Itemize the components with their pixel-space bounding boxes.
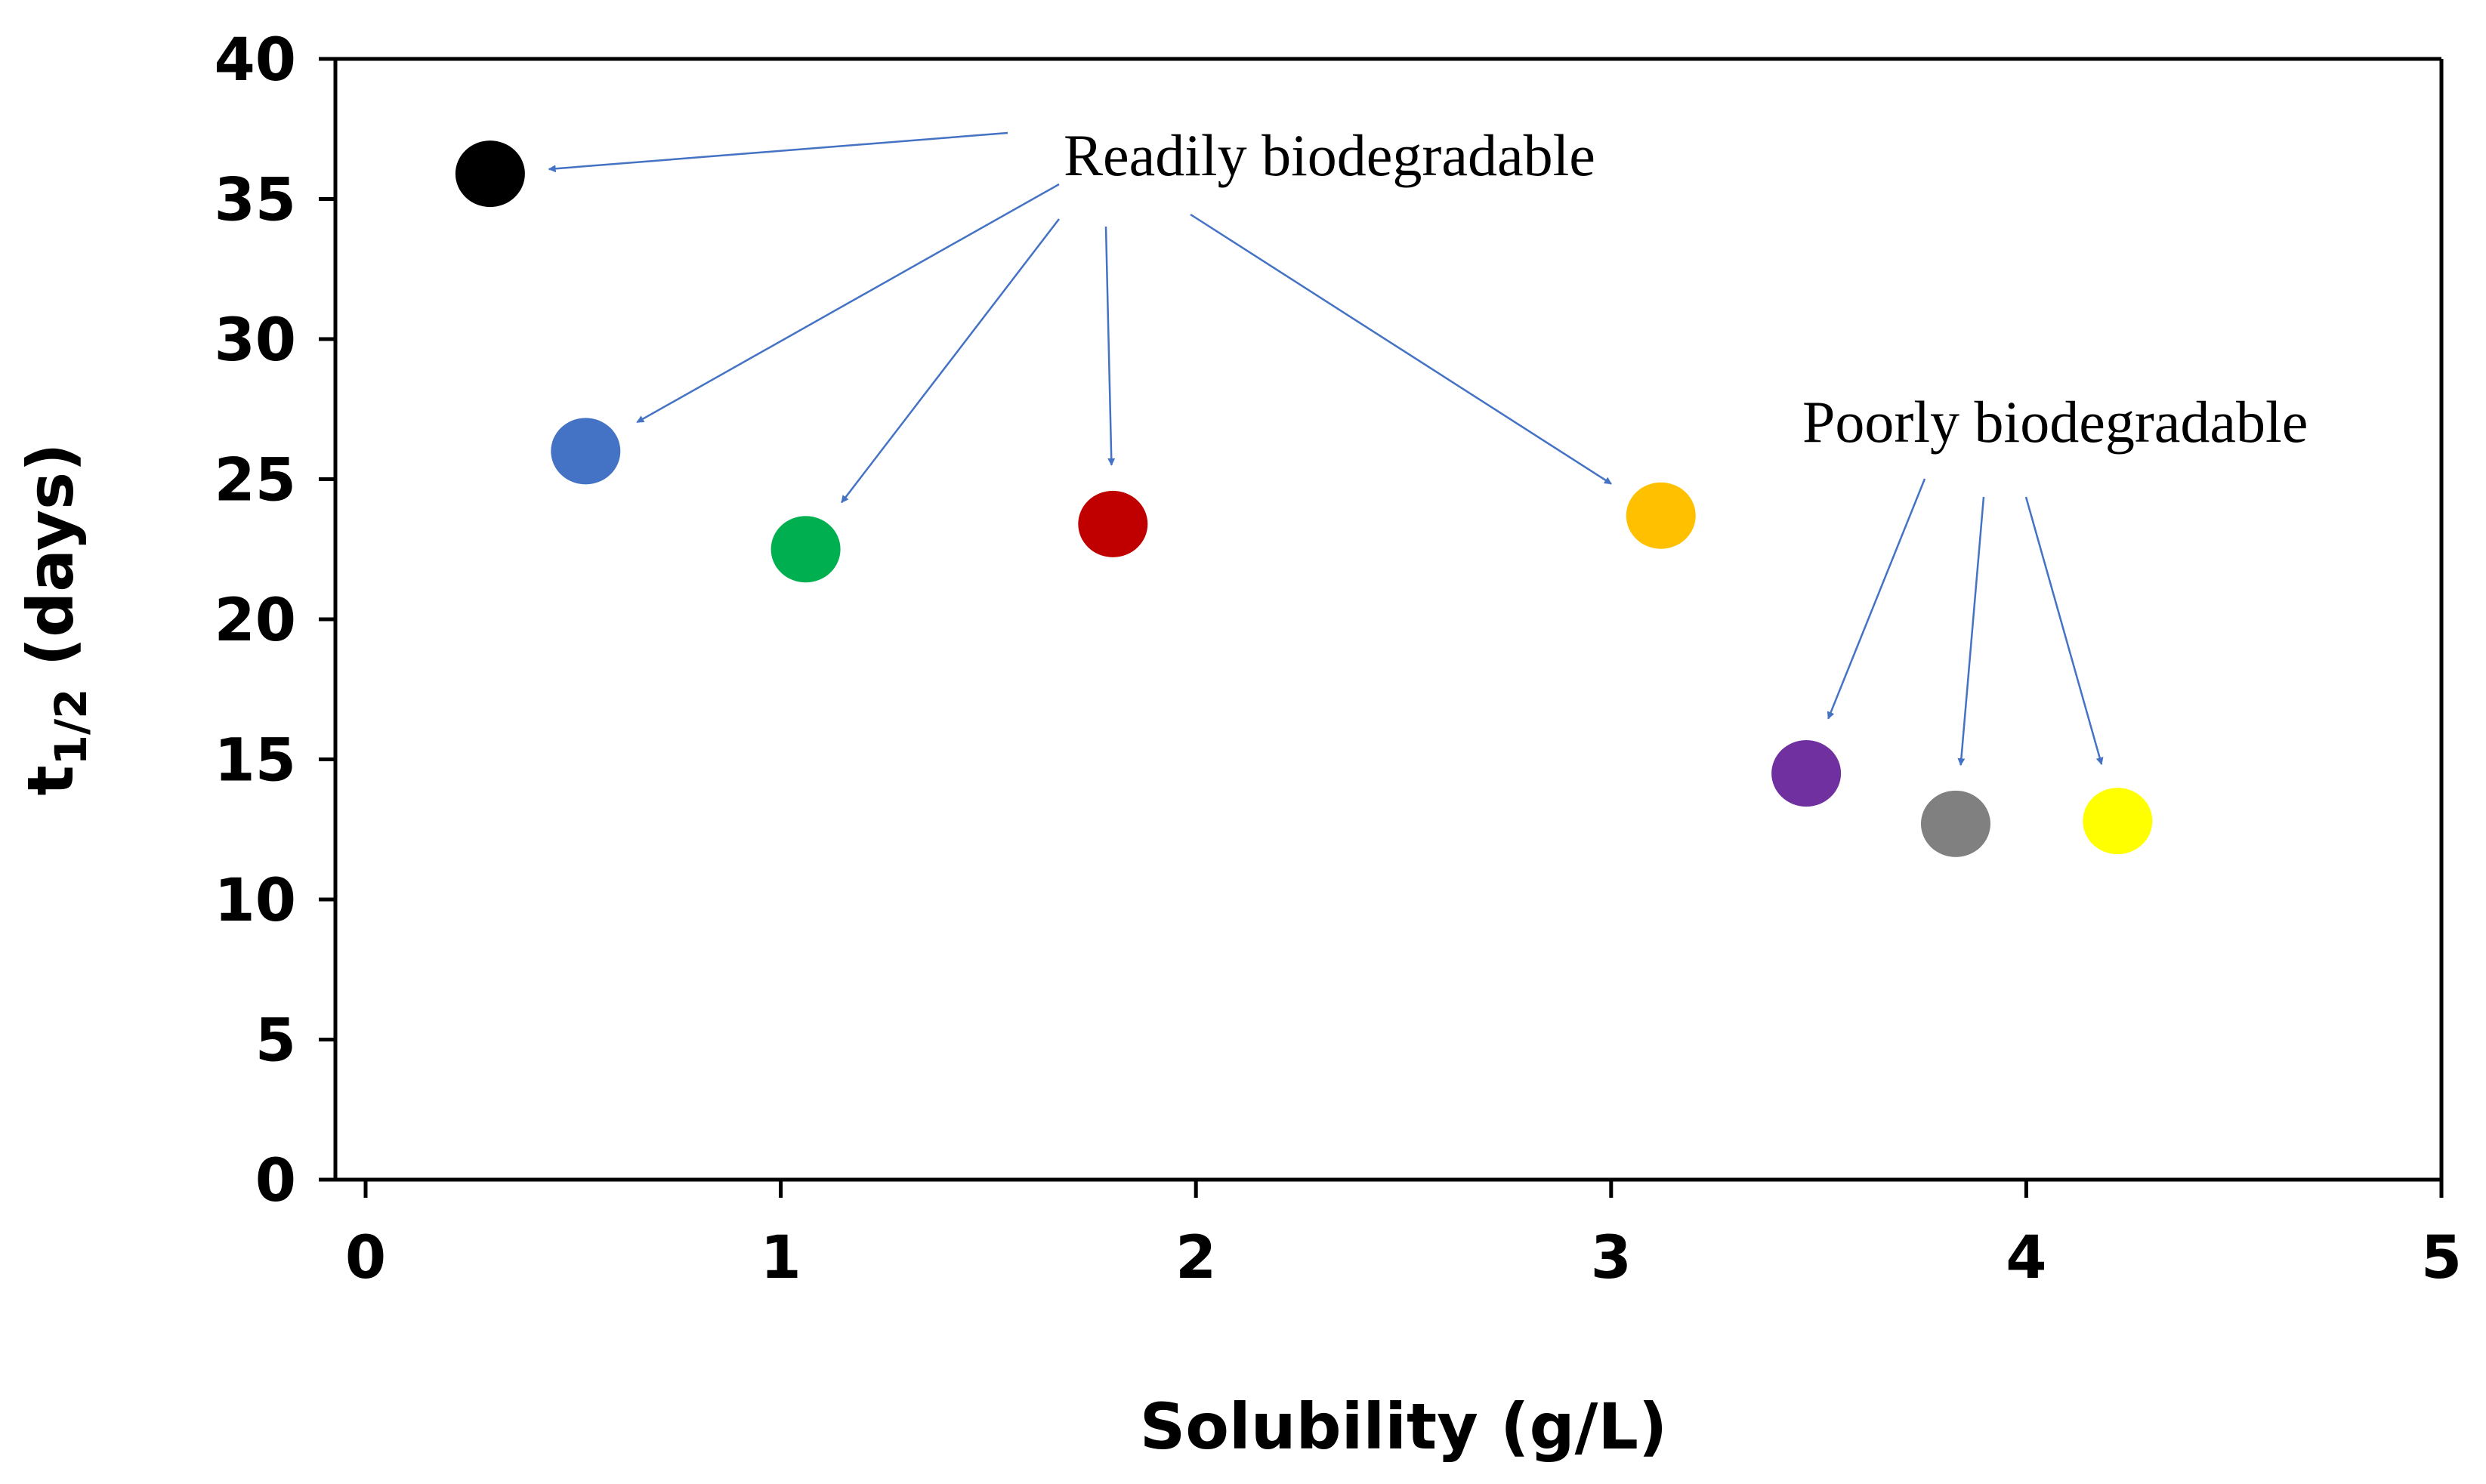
y-axis-title-main: t — [14, 765, 88, 795]
x-tick-label: 5 — [2421, 1224, 2462, 1292]
annotation-arrow — [548, 131, 1008, 173]
annotation-arrows — [548, 131, 2104, 767]
annotation-arrow — [1190, 213, 1612, 485]
annotation-arrow — [1104, 226, 1116, 466]
scatter-point — [2083, 788, 2153, 855]
data-points — [455, 140, 2153, 857]
scatter-point — [455, 140, 525, 208]
y-tick-label: 0 — [255, 1147, 296, 1215]
y-axis-title-suffix: (days) — [14, 443, 88, 688]
x-axis-title: Solubility (g/L) — [1140, 1390, 1668, 1464]
annotation-label: Poorly biodegradable — [1802, 389, 2308, 455]
annotation-arrow — [1827, 478, 1926, 720]
axes — [319, 57, 2444, 1198]
annotations: Readily biodegradable Poorly biodegradabl… — [1064, 122, 2308, 455]
annotation-arrow — [841, 218, 1060, 504]
x-tick-label: 3 — [1591, 1224, 1632, 1292]
y-tick-label: 25 — [214, 447, 296, 515]
annotation-arrow — [636, 183, 1060, 424]
y-tick-label: 30 — [214, 307, 296, 375]
y-axis-title: t1/2 (days) — [14, 443, 97, 795]
y-tick-label: 20 — [214, 587, 296, 655]
annotation-arrow — [1957, 496, 1985, 767]
annotation-label: Readily biodegradable — [1064, 122, 1595, 188]
y-tick-label: 35 — [214, 167, 296, 235]
x-tick-label: 4 — [2006, 1224, 2046, 1292]
x-tick-label: 0 — [345, 1224, 386, 1292]
scatter-point — [1771, 740, 1842, 807]
scatter-point — [551, 418, 621, 485]
y-axis-title-subscript: 1/2 — [45, 688, 97, 765]
tick-labels: 0 5 10 15 20 25 30 35 40 0 1 2 3 4 5 — [214, 26, 2462, 1292]
scatter-point — [771, 516, 841, 583]
annotation-arrow — [2024, 496, 2104, 766]
scatter-point — [1626, 482, 1696, 549]
scatter-point — [1920, 790, 1990, 857]
x-tick-label: 2 — [1175, 1224, 1216, 1292]
x-tick-label: 1 — [760, 1224, 801, 1292]
y-tick-label: 15 — [214, 727, 296, 795]
y-tick-label: 40 — [214, 26, 296, 94]
y-tick-label: 5 — [255, 1007, 296, 1075]
axis-titles: Solubility (g/L) t1/2 (days) — [14, 443, 1667, 1464]
scatter-point — [1078, 490, 1148, 557]
y-tick-label: 10 — [214, 867, 296, 935]
